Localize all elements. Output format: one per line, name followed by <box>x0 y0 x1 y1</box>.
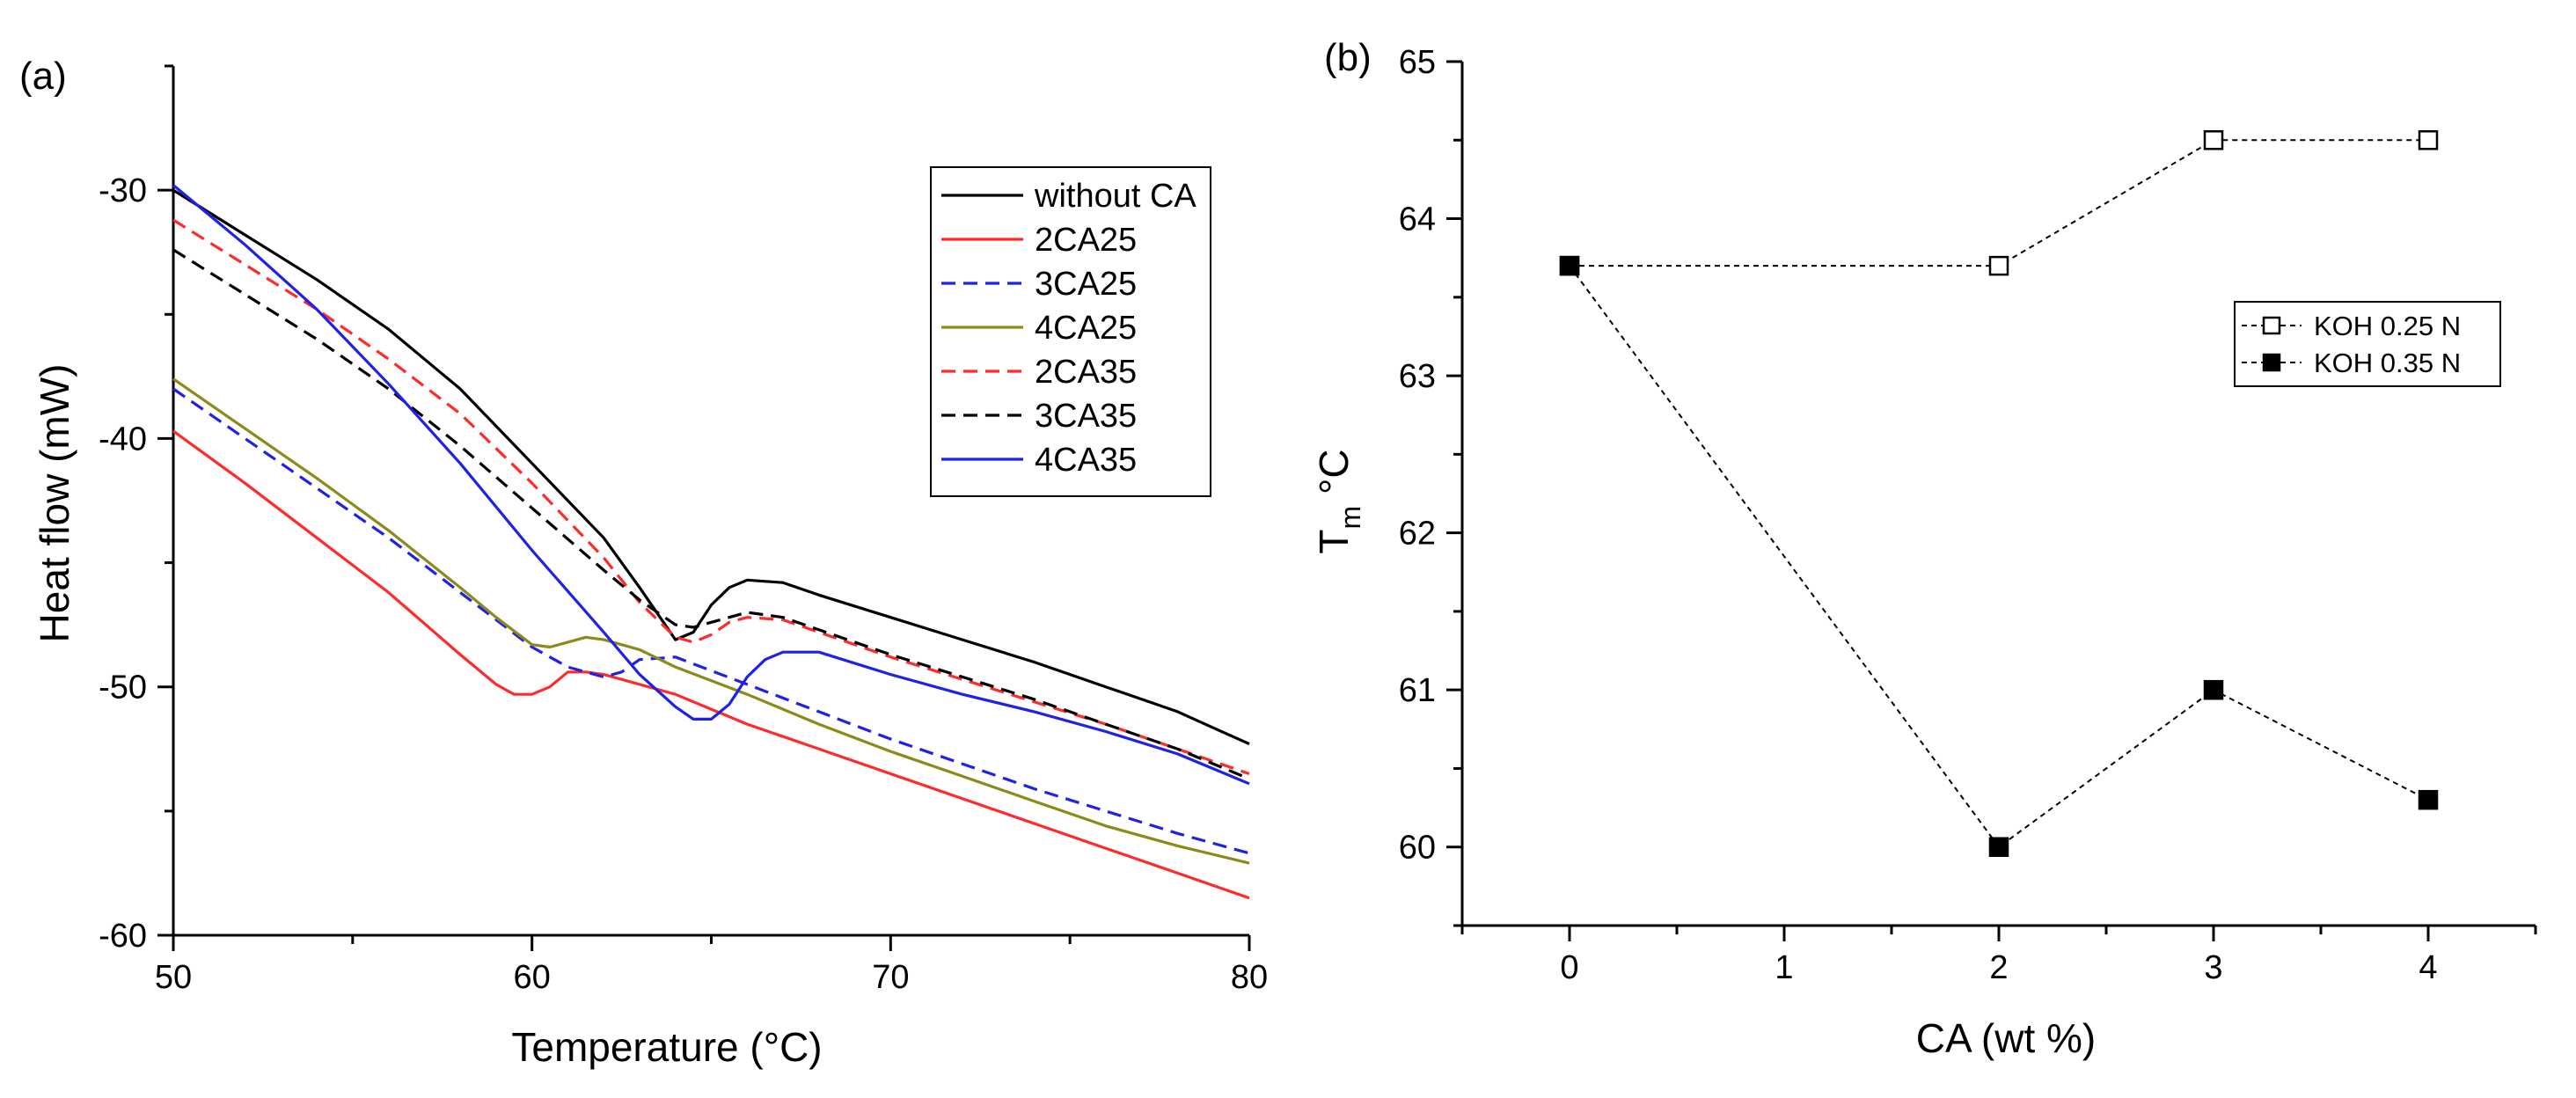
panel-b-series-0-point-2 <box>2203 130 2224 150</box>
panel-b-legend-label-0: KOH 0.25 N <box>2314 311 2461 341</box>
panel-a-y-tick-label: -40 <box>99 421 147 458</box>
panel-b-y-tick-label: 65 <box>1399 44 1436 81</box>
panel-b-y-tick-label: 60 <box>1399 830 1436 867</box>
panel-a-legend-label-4: 2CA35 <box>1035 354 1137 391</box>
panel-b-y-tick-label: 61 <box>1399 672 1436 709</box>
panel-b-ticks: 0 1 2 3 4 60 61 62 63 64 65 <box>1399 44 2537 986</box>
panel-b-axes <box>1460 62 2536 927</box>
panel-b-series-line-0 <box>1570 139 2428 267</box>
panel-b-legend-box <box>2234 301 2501 387</box>
panel-a-x-axis-title: Temperature (°C) <box>511 1024 822 1070</box>
panel-a-series-line-5 <box>172 248 1250 780</box>
panel-b-series-1-point-1 <box>1988 837 2009 857</box>
panel-a-y-tick-label: -60 <box>99 918 147 955</box>
panel-b-y-tick-label: 64 <box>1399 201 1436 238</box>
panel-a-legend-label-0: without CA <box>1034 178 1197 215</box>
panel-a-series-line-3 <box>172 377 1250 865</box>
panel-a-legend-label-3: 4CA25 <box>1035 310 1137 347</box>
panel-b-y-tick-label: 62 <box>1399 516 1436 553</box>
panel-a-legend-label-6: 4CA35 <box>1035 442 1137 479</box>
panel-a-series <box>172 184 1250 900</box>
panel-b: (b) 0 1 2 3 4 60 61 62 63 64 65 CA (wt %) Tm °C KO… <box>1311 36 2537 1061</box>
panel-b-series <box>1559 130 2439 857</box>
panel-a-legend-label-5: 3CA35 <box>1035 398 1137 435</box>
panel-b-x-tick-label: 3 <box>2204 949 2222 986</box>
panel-a-legend-box <box>930 166 1211 497</box>
panel-b-legend-label-1: KOH 0.35 N <box>2314 348 2461 378</box>
panel-a-y-axis-title: Heat flow (mW) <box>32 364 77 643</box>
panel-a-y-tick-label: -50 <box>99 670 147 706</box>
panel-label-b: (b) <box>1324 36 1372 79</box>
panel-a-x-tick-label: 50 <box>155 959 192 996</box>
panel-a-x-tick-label: 80 <box>1231 959 1268 996</box>
panel-b-y-axis-title: Tm °C <box>1311 449 1366 553</box>
panel-a-series-line-1 <box>172 429 1250 900</box>
panel-a-x-tick-label: 60 <box>514 959 551 996</box>
panel-b-legend: KOH 0.25 N KOH 0.35 N <box>2234 301 2501 387</box>
panel-b-series-line-1 <box>1569 265 2429 849</box>
panel-b-y-axis-title-main: T <box>1311 529 1357 553</box>
panel-b-series-1-point-3 <box>2418 789 2439 810</box>
panel-b-legend-swatch-marker-1 <box>2262 353 2281 372</box>
panel-a-legend-label-1: 2CA25 <box>1035 222 1137 259</box>
panel-a-ticks: 50 60 70 80 -60 -50 -40 -30 <box>99 64 1268 996</box>
panel-label-a: (a) <box>19 55 67 98</box>
panel-a-legend: without CA 2CA25 3CA25 4CA25 2CA35 3CA35 4CA35 <box>930 166 1211 497</box>
panel-b-series-1-point-0 <box>1559 255 1580 276</box>
panel-a: (a) 50 60 70 80 -60 -50 -40 -30 Temperature (°C… <box>19 55 1268 1070</box>
panel-b-series-0-point-3 <box>2418 130 2439 150</box>
panel-a-series-line-2 <box>172 387 1250 855</box>
panel-b-legend-swatch-marker-0 <box>2262 316 2281 335</box>
panel-b-y-axis-title-unit: °C <box>1311 449 1357 505</box>
panel-b-y-tick-label: 63 <box>1399 358 1436 395</box>
panel-b-y-axis-title-sub: m <box>1335 506 1366 530</box>
panel-b-series-0-point-1 <box>1988 255 2009 276</box>
panel-a-legend-label-2: 3CA25 <box>1035 266 1137 303</box>
panel-b-x-tick-label: 2 <box>1989 949 2008 986</box>
panel-a-series-line-0 <box>172 188 1250 746</box>
panel-b-x-tick-label: 0 <box>1560 949 1578 986</box>
panel-a-series-line-4 <box>172 218 1250 776</box>
panel-a-y-tick-label: -30 <box>99 172 147 209</box>
panel-b-x-tick-label: 1 <box>1775 949 1793 986</box>
panel-b-x-axis-title: CA (wt %) <box>1916 1015 2096 1061</box>
panel-a-series-line-6 <box>172 184 1250 786</box>
panel-b-x-tick-label: 4 <box>2419 949 2437 986</box>
panel-b-series-1-point-2 <box>2203 679 2224 700</box>
panel-a-x-tick-label: 70 <box>872 959 909 996</box>
